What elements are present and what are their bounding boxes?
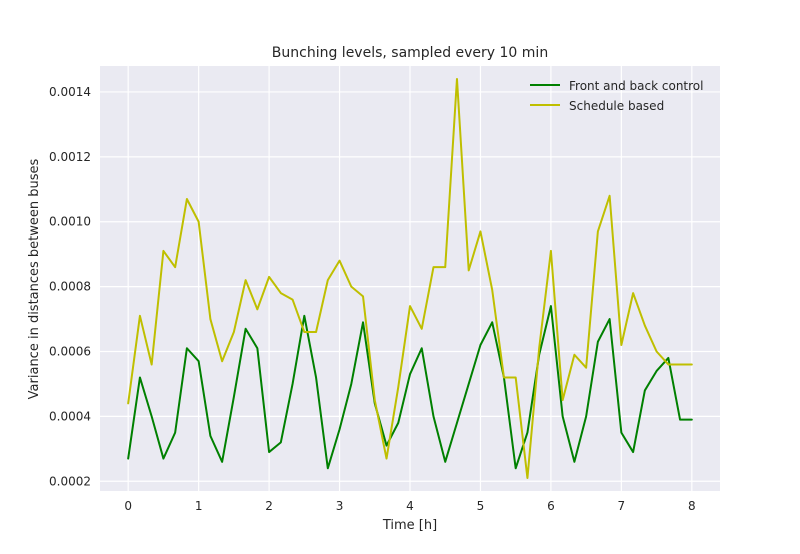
y-tick-label: 0.0010 [49,215,91,229]
legend-label-front-and-back-control: Front and back control [569,79,703,93]
grid [100,66,720,491]
y-tick-label: 0.0002 [49,474,91,488]
x-tick-label: 6 [547,499,555,513]
x-tick-label: 2 [265,499,273,513]
x-tick-label: 5 [477,499,485,513]
y-tick-label: 0.0004 [49,409,91,423]
legend: Front and back control Schedule based [530,79,703,113]
y-axis-label: Variance in distances between buses [27,158,42,399]
x-tick-label: 1 [195,499,203,513]
x-tick-label: 0 [124,499,132,513]
x-axis-label: Time [h] [382,518,437,533]
tick-labels: 0 1 2 3 4 5 6 7 8 0.0002 0.0004 0.0006 0.0008 0.0010 0… [49,85,696,513]
y-tick-label: 0.0014 [49,85,91,99]
y-tick-label: 0.0006 [49,344,91,358]
series-group [127,77,693,480]
series-line-schedule-based [127,77,693,480]
chart-title: Bunching levels, sampled every 10 min [272,45,548,61]
x-tick-label: 3 [336,499,344,513]
x-tick-label: 8 [688,499,696,513]
series-line-front-and-back-control [127,305,693,470]
y-tick-label: 0.0008 [49,280,91,294]
x-tick-label: 7 [618,499,626,513]
y-tick-label: 0.0012 [49,150,91,164]
x-tick-label: 4 [406,499,414,513]
legend-label-schedule-based: Schedule based [569,99,664,113]
